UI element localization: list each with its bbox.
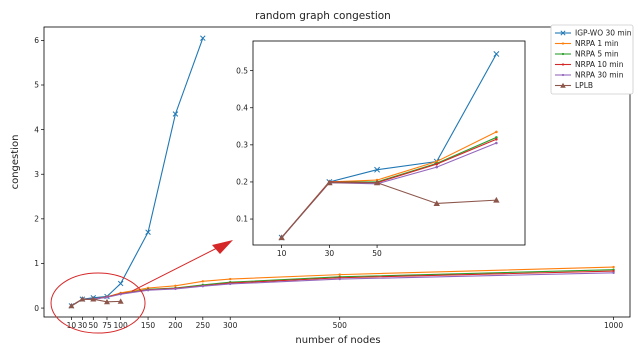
inset-point-nrpa-10-min-4 [495, 137, 498, 141]
inset-point-nrpa-30-min-3 [435, 165, 439, 169]
main-point-nrpa-30-min-5 [146, 289, 150, 292]
main-point-igp-wo-30-min-7-b [200, 35, 206, 41]
inset-point-nrpa-1-min-4 [495, 130, 498, 134]
legend-marker-nrpa-1-min [561, 42, 565, 45]
main-point-igp-wo-30-min-4-b [117, 280, 124, 287]
inset-plot: 10 30 50 0.1 0.2 0.3 0.4 0.5 [236, 40, 526, 258]
main-ytick-label-6: 6 [34, 36, 39, 45]
inset-ytick-label-0-1: 0.1 [236, 215, 248, 224]
main-point-igp-wo-30-min-6 [172, 111, 179, 117]
inset-point-nrpa-1-min-3 [435, 160, 439, 163]
y-axis-label: congestion [10, 135, 21, 190]
inset-frame [252, 40, 526, 246]
inset-xtick-label-50: 50 [372, 249, 382, 258]
inset-point-lplb-3 [433, 200, 440, 207]
legend-label-nrpa-30-min: NRPA 30 min [575, 71, 624, 80]
main-point-lplb-3 [103, 298, 110, 305]
main-point-nrpa-30-min-6 [174, 287, 177, 291]
main-ytick-label-4: 4 [34, 125, 39, 134]
x-axis-label: number of nodes [295, 335, 380, 345]
main-ytick-label-2: 2 [34, 215, 39, 224]
inset-point-lplb-1 [326, 179, 333, 186]
main-point-nrpa-30-min-3 [105, 296, 109, 299]
main-xtick-label-1000: 1000 [604, 321, 623, 330]
main-point-nrpa-1-min-6 [174, 284, 177, 287]
zoom-arrow-line [131, 245, 222, 292]
inset-xtick-label-10: 10 [277, 249, 287, 258]
inset-xtick-label-30: 30 [325, 249, 335, 258]
zoom-annotation [50, 240, 233, 334]
main-ytick-label-5: 5 [34, 81, 39, 90]
inset-ytick-label-0-3: 0.3 [236, 141, 248, 150]
main-point-lplb-2 [90, 296, 97, 302]
main-point-nrpa-30-min-8 [229, 282, 232, 286]
main-xtick-label-75: 75 [102, 321, 112, 330]
main-point-nrpa-1-min-9 [338, 273, 341, 276]
main-xtick-label-500: 500 [333, 321, 348, 330]
main-ytick-label-1: 1 [34, 259, 39, 268]
main-xtick-label-10: 10 [67, 321, 77, 330]
legend-label-nrpa-10-min: NRPA 10 min [575, 60, 624, 69]
main-ytick-label-3: 3 [34, 170, 39, 179]
legend-label-igp-wo-30-min: IGP-WO 30 min [575, 29, 632, 38]
main-xtick-label-250: 250 [196, 321, 211, 330]
main-point-nrpa-1-min-8 [229, 277, 232, 281]
main-point-nrpa-30-min-10 [612, 271, 615, 275]
inset-point-igp-wo-30-min-2 [374, 166, 381, 173]
inset-point-nrpa-5-min-4 [495, 136, 498, 139]
legend-label-nrpa-5-min: NRPA 5 min [575, 50, 619, 59]
inset-point-igp-wo-30-min-4-b [493, 51, 500, 57]
inset-point-lplb-2 [373, 179, 381, 186]
main-point-igp-wo-30-min-7 [200, 35, 206, 41]
legend-label-lplb: LPLB [575, 81, 593, 90]
main-point-nrpa-1-min-10 [612, 265, 615, 269]
chart-title: random graph congestion [255, 10, 391, 22]
legend-marker-igp-wo-30-min [560, 30, 566, 36]
main-point-nrpa-1-min-7 [201, 280, 205, 283]
main-xtick-label-30: 30 [78, 321, 88, 330]
inset-ytick-label-0-4: 0.4 [236, 103, 248, 112]
zoom-ellipse [50, 272, 146, 334]
inset-point-lplb-4 [493, 196, 500, 203]
legend-marker-nrpa-5-min [561, 52, 565, 56]
main-xtick-label-150: 150 [141, 321, 156, 330]
main-point-nrpa-10-min-10 [612, 269, 615, 273]
inset-point-lplb-0 [278, 234, 285, 241]
zoom-arrow-head [212, 240, 233, 254]
inset-point-nrpa-10-min-3 [435, 162, 439, 166]
main-ytick-label-0: 0 [34, 304, 39, 313]
main-xtick-label-100: 100 [114, 321, 129, 330]
main-point-igp-wo-30-min-5-b [145, 229, 151, 235]
main-xtick-label-300: 300 [223, 321, 238, 330]
legend-marker-nrpa-30-min [561, 73, 565, 77]
main-point-igp-wo-30-min-6-b [172, 111, 179, 117]
inset-ytick-label-0-2: 0.2 [236, 178, 248, 187]
inset-point-igp-wo-30-min-2-b [374, 166, 381, 173]
main-xtick-label-200: 200 [168, 321, 183, 330]
main-xtick-label-50: 50 [89, 321, 99, 330]
legend-marker-lplb [560, 82, 566, 88]
main-point-lplb-0 [68, 302, 75, 309]
main-point-nrpa-30-min-9 [338, 277, 341, 281]
inset-point-igp-wo-30-min-4 [493, 51, 500, 57]
inset-point-nrpa-30-min-4 [495, 141, 498, 145]
main-point-igp-wo-30-min-4 [117, 280, 124, 287]
legend-marker-igp-wo-30-min-b [560, 30, 566, 36]
main-point-nrpa-30-min-7 [201, 285, 205, 288]
legend-label-nrpa-1-min: NRPA 1 min [575, 39, 619, 48]
main-point-lplb-1 [79, 296, 86, 302]
main-point-nrpa-30-min-4 [119, 293, 122, 296]
main-point-lplb-4 [117, 298, 124, 304]
legend-box [550, 24, 634, 95]
inset-ytick-label-0-5: 0.5 [236, 66, 248, 75]
main-point-igp-wo-30-min-5 [145, 229, 151, 235]
legend-marker-nrpa-10-min [561, 63, 565, 66]
